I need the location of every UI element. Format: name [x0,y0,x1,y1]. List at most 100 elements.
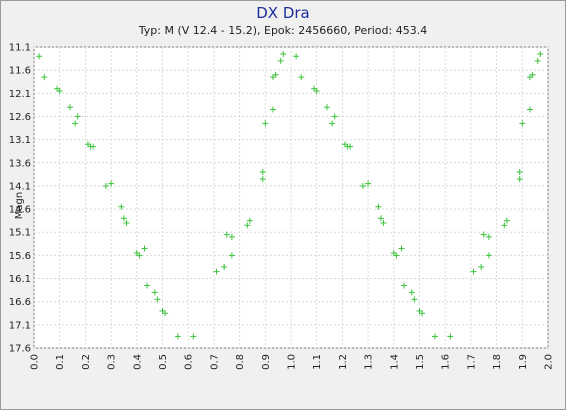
data-point [329,120,336,127]
data-point [347,143,354,150]
data-point [293,53,300,60]
data-point [485,233,492,240]
x-tick-label: 0.1 [55,354,66,370]
x-tick-label: 0.9 [261,354,272,370]
data-point [151,289,158,296]
data-point [221,263,228,270]
data-point [365,180,372,187]
data-point [213,268,220,275]
data-point [270,106,277,113]
data-point [262,120,269,127]
data-point [501,222,508,229]
x-axis-ticks: 0.0 0.1 0.2 0.3 0.4 0.5 0.6 0.7 0.8 0.9 1.0 1.1 1.2 1… [30,354,555,370]
data-point [74,113,81,120]
y-tick-label: 12.1 [9,89,31,100]
data-point [534,57,541,64]
y-tick-label: 13.1 [9,135,31,146]
data-point [516,175,523,182]
data-point [174,333,181,340]
data-point [90,143,97,150]
x-tick-label: 1.2 [338,354,349,370]
x-tick-label: 0.7 [209,354,220,370]
data-point [478,263,485,270]
data-point [118,203,125,210]
x-tick-label: 1.5 [415,354,426,370]
data-point [398,245,405,252]
x-tick-label: 0.5 [158,354,169,370]
data-point [144,282,151,289]
data-point [298,74,305,81]
y-tick-label: 13.6 [9,158,31,169]
data-point [102,182,109,189]
data-point [108,180,115,187]
x-tick-label: 1.8 [492,354,503,370]
chart-subtitle: Typ: M (V 12.4 - 15.2), Epok: 2456660, P… [138,24,428,37]
data-point [66,104,73,111]
y-tick-label: 14.1 [9,181,31,192]
x-tick-label: 2.0 [544,354,555,370]
data-point [411,296,418,303]
data-point [359,182,366,189]
data-point [516,169,523,176]
x-tick-label: 0.3 [107,354,118,370]
data-point [447,333,454,340]
data-point [162,310,169,317]
data-point [136,252,143,259]
x-tick-label: 1.4 [389,354,400,370]
data-point [280,50,287,57]
data-point [519,120,526,127]
x-tick-label: 0.8 [235,354,246,370]
x-tick-label: 1.9 [518,354,529,370]
x-tick-label: 1.0 [287,354,298,370]
data-point [375,203,382,210]
data-point [141,245,148,252]
data-point [56,87,63,94]
x-tick-label: 0.6 [184,354,195,370]
data-point [503,217,510,224]
y-tick-label: 15.6 [9,251,31,262]
data-point [72,120,79,127]
data-point [36,53,43,60]
data-point [529,71,536,78]
data-point [41,74,48,81]
data-point [393,252,400,259]
data-point [246,217,253,224]
y-axis-label: Magn [14,192,25,219]
y-tick-label: 16.6 [9,297,31,308]
plot-area [33,46,549,349]
x-tick-label: 0.0 [30,354,41,370]
data-point [380,219,387,226]
data-point [244,222,251,229]
data-point [123,219,130,226]
data-point [154,296,161,303]
data-point [537,50,544,57]
y-tick-label: 16.1 [9,274,31,285]
data-point [431,333,438,340]
data-point [259,169,266,176]
data-point [377,215,384,222]
data-point [480,231,487,238]
data-points [36,50,544,340]
data-point [419,310,426,317]
x-tick-label: 1.6 [441,354,452,370]
data-point [331,113,338,120]
data-point [408,289,415,296]
y-tick-label: 15.1 [9,228,31,239]
data-point [223,231,230,238]
y-tick-label: 14.6 [9,205,31,216]
data-point [401,282,408,289]
data-point [323,104,330,111]
data-point [277,57,284,64]
y-axis-ticks: 11.1 11.6 12.1 12.6 13.1 13.6 14.1 14.6 15.1 15.6… [9,43,31,355]
data-point [313,87,320,94]
data-point [259,175,266,182]
data-point [228,252,235,259]
y-tick-label: 17.1 [9,320,31,331]
grid-lines [33,46,549,349]
data-point [120,215,127,222]
data-point [485,252,492,259]
x-tick-label: 0.4 [132,354,143,370]
data-point [272,71,279,78]
chart-title: DX Dra [256,4,310,22]
